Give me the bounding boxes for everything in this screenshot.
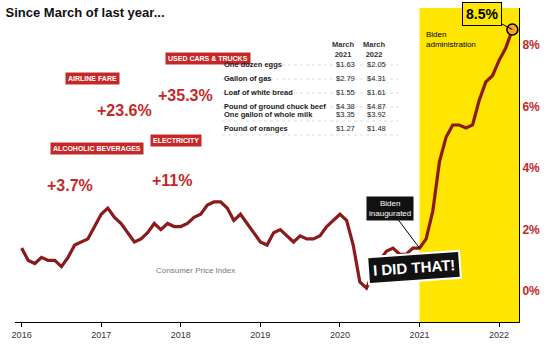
svg-text:$4.87: $4.87: [367, 102, 386, 111]
svg-text:2019: 2019: [250, 330, 270, 340]
svg-text:One dozen eggs: One dozen eggs: [224, 60, 282, 69]
svg-text:8.5%: 8.5%: [466, 6, 498, 22]
svg-text:2020: 2020: [330, 330, 350, 340]
svg-text:USED CARS & TRUCKS: USED CARS & TRUCKS: [168, 55, 248, 62]
svg-text:6%: 6%: [522, 100, 540, 114]
svg-text:+35.3%: +35.3%: [158, 87, 213, 104]
svg-text:+11%: +11%: [152, 172, 192, 189]
svg-text:$1.55: $1.55: [336, 88, 355, 97]
svg-text:Pound of oranges: Pound of oranges: [224, 124, 288, 133]
svg-text:4%: 4%: [522, 161, 540, 175]
svg-text:I DID THAT!: I DID THAT!: [373, 256, 456, 279]
svg-text:ELECTRICITY: ELECTRICITY: [153, 137, 199, 144]
svg-text:One gallon of whole milk: One gallon of whole milk: [224, 110, 313, 119]
svg-text:$1.61: $1.61: [367, 88, 386, 97]
svg-text:2018: 2018: [171, 330, 191, 340]
svg-text:+3.7%: +3.7%: [47, 177, 93, 194]
svg-text:$3.35: $3.35: [336, 110, 355, 119]
svg-text:Consumer Price Index: Consumer Price Index: [156, 266, 235, 275]
svg-text:$4.31: $4.31: [367, 74, 386, 83]
svg-text:2022: 2022: [489, 330, 509, 340]
svg-text:$1.27: $1.27: [336, 124, 355, 133]
svg-text:March2022: March2022: [363, 40, 386, 59]
svg-text:March2021: March2021: [332, 40, 355, 59]
svg-text:Since March of last year...: Since March of last year...: [6, 5, 165, 20]
svg-text:2016: 2016: [12, 330, 32, 340]
svg-text:2021: 2021: [410, 330, 430, 340]
svg-text:Bidenadministration: Bidenadministration: [426, 30, 476, 49]
svg-text:+23.6%: +23.6%: [97, 102, 152, 119]
svg-text:8%: 8%: [522, 38, 540, 52]
svg-text:$2.79: $2.79: [336, 74, 355, 83]
svg-text:0%: 0%: [522, 284, 540, 298]
svg-text:2%: 2%: [522, 223, 540, 237]
svg-text:$1.48: $1.48: [367, 124, 386, 133]
svg-text:2017: 2017: [91, 330, 111, 340]
svg-text:$4.38: $4.38: [336, 102, 355, 111]
svg-text:Gallon of gas: Gallon of gas: [224, 74, 272, 83]
svg-text:Bideninaugurated: Bideninaugurated: [369, 199, 411, 218]
svg-text:$2.05: $2.05: [367, 60, 386, 69]
svg-text:Pound of ground chuck beef: Pound of ground chuck beef: [224, 102, 326, 111]
svg-text:AIRLINE FARE: AIRLINE FARE: [68, 75, 117, 82]
svg-text:ALCOHOLIC BEVERAGES: ALCOHOLIC BEVERAGES: [53, 145, 141, 152]
svg-text:$3.92: $3.92: [367, 110, 386, 119]
svg-text:$1.63: $1.63: [336, 60, 355, 69]
svg-text:Loaf of white bread: Loaf of white bread: [224, 88, 293, 97]
